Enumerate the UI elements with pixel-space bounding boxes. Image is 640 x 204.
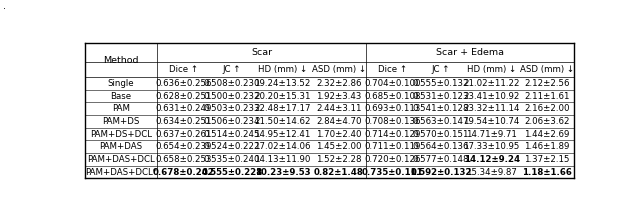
Text: 14.13±11.90: 14.13±11.90 xyxy=(254,155,311,164)
Text: ASD (mm) ↓: ASD (mm) ↓ xyxy=(312,65,366,74)
Text: 10.23±9.53: 10.23±9.53 xyxy=(255,168,310,177)
Text: PAM+DAS: PAM+DAS xyxy=(100,142,143,151)
Text: 0.711±0.119: 0.711±0.119 xyxy=(364,142,420,151)
Text: 0.658±0.253: 0.658±0.253 xyxy=(155,155,212,164)
Text: 0.563±0.147: 0.563±0.147 xyxy=(413,117,469,126)
Text: 14.95±12.41: 14.95±12.41 xyxy=(254,130,311,139)
Text: 14.12±9.24: 14.12±9.24 xyxy=(463,155,520,164)
Text: 2.84±4.70: 2.84±4.70 xyxy=(316,117,362,126)
Text: 1.52±2.28: 1.52±2.28 xyxy=(316,155,362,164)
Text: Scar: Scar xyxy=(252,48,273,57)
Text: 0.631±0.249: 0.631±0.249 xyxy=(156,104,212,113)
Text: 0.735±0.111: 0.735±0.111 xyxy=(362,168,423,177)
Text: 0.693±0.113: 0.693±0.113 xyxy=(364,104,420,113)
Text: 0.555±0.228: 0.555±0.228 xyxy=(201,168,262,177)
Text: 0.535±0.240: 0.535±0.240 xyxy=(204,155,260,164)
Text: PAM+DS+DCL: PAM+DS+DCL xyxy=(90,130,152,139)
Text: Method: Method xyxy=(104,56,139,65)
Text: 0.82±1.48: 0.82±1.48 xyxy=(314,168,364,177)
Text: PAM+DS: PAM+DS xyxy=(102,117,140,126)
Text: 0.503±0.233: 0.503±0.233 xyxy=(204,104,260,113)
Text: 2.06±3.62: 2.06±3.62 xyxy=(524,117,570,126)
Text: JC ↑: JC ↑ xyxy=(431,65,450,74)
Text: 0.636±0.256: 0.636±0.256 xyxy=(155,79,212,88)
Text: 2.44±3.11: 2.44±3.11 xyxy=(316,104,362,113)
Text: 0.577±0.148: 0.577±0.148 xyxy=(413,155,469,164)
Text: Dice ↑: Dice ↑ xyxy=(169,65,198,74)
Text: 0.678±0.242: 0.678±0.242 xyxy=(152,168,214,177)
Text: .: . xyxy=(3,1,6,11)
Text: PAM+DAS+DCL: PAM+DAS+DCL xyxy=(87,155,155,164)
Text: 17.33±10.95: 17.33±10.95 xyxy=(463,142,520,151)
Text: 2.11±1.61: 2.11±1.61 xyxy=(524,92,570,101)
Text: 0.592±0.132: 0.592±0.132 xyxy=(410,168,472,177)
Text: 22.48±17.17: 22.48±17.17 xyxy=(254,104,311,113)
Text: 0.514±0.245: 0.514±0.245 xyxy=(204,130,260,139)
Text: 0.714±0.129: 0.714±0.129 xyxy=(364,130,420,139)
Text: 23.32±11.14: 23.32±11.14 xyxy=(463,104,520,113)
Text: Single: Single xyxy=(108,79,134,88)
Text: 2.16±2.00: 2.16±2.00 xyxy=(524,104,570,113)
Text: HD (mm) ↓: HD (mm) ↓ xyxy=(467,65,516,74)
Text: 0.637±0.261: 0.637±0.261 xyxy=(155,130,212,139)
Text: 19.24±13.52: 19.24±13.52 xyxy=(254,79,311,88)
Text: 15.34±9.87: 15.34±9.87 xyxy=(467,168,517,177)
Text: 2.12±2.56: 2.12±2.56 xyxy=(524,79,570,88)
Text: 0.708±0.136: 0.708±0.136 xyxy=(364,117,420,126)
Text: 0.541±0.128: 0.541±0.128 xyxy=(413,104,469,113)
Text: 1.92±3.43: 1.92±3.43 xyxy=(316,92,362,101)
Text: 0.508±0.230: 0.508±0.230 xyxy=(204,79,260,88)
Text: PAM+DAS+DCL*: PAM+DAS+DCL* xyxy=(85,168,157,177)
Text: 0.500±0.232: 0.500±0.232 xyxy=(204,92,260,101)
Text: 0.555±0.132: 0.555±0.132 xyxy=(413,79,469,88)
Text: 1.18±1.66: 1.18±1.66 xyxy=(522,168,572,177)
Text: 0.685±0.108: 0.685±0.108 xyxy=(364,92,420,101)
Text: 21.02±11.22: 21.02±11.22 xyxy=(463,79,520,88)
Text: 14.71±9.71: 14.71±9.71 xyxy=(467,130,517,139)
Text: 19.54±10.74: 19.54±10.74 xyxy=(463,117,520,126)
Text: 21.50±14.62: 21.50±14.62 xyxy=(254,117,311,126)
Text: 0.524±0.222: 0.524±0.222 xyxy=(204,142,260,151)
Text: 1.46±1.89: 1.46±1.89 xyxy=(524,142,570,151)
Text: 2.32±2.86: 2.32±2.86 xyxy=(316,79,362,88)
Text: 17.02±14.06: 17.02±14.06 xyxy=(254,142,311,151)
Text: Dice ↑: Dice ↑ xyxy=(378,65,407,74)
Text: HD (mm) ↓: HD (mm) ↓ xyxy=(258,65,307,74)
Text: 0.634±0.251: 0.634±0.251 xyxy=(155,117,212,126)
Text: 0.654±0.239: 0.654±0.239 xyxy=(156,142,212,151)
Text: PAM: PAM xyxy=(112,104,130,113)
Text: 23.41±10.92: 23.41±10.92 xyxy=(463,92,520,101)
Text: 1.37±2.15: 1.37±2.15 xyxy=(524,155,570,164)
Text: 20.20±15.31: 20.20±15.31 xyxy=(254,92,311,101)
Text: 0.628±0.251: 0.628±0.251 xyxy=(155,92,212,101)
Text: 0.531±0.123: 0.531±0.123 xyxy=(413,92,469,101)
Text: 1.70±2.40: 1.70±2.40 xyxy=(316,130,362,139)
Text: JC ↑: JC ↑ xyxy=(223,65,241,74)
Text: Scar + Edema: Scar + Edema xyxy=(436,48,504,57)
Text: ASD (mm) ↓: ASD (mm) ↓ xyxy=(520,65,574,74)
Text: Base: Base xyxy=(111,92,132,101)
Text: 0.564±0.136: 0.564±0.136 xyxy=(413,142,469,151)
Text: 0.570±0.151: 0.570±0.151 xyxy=(413,130,469,139)
Text: 0.720±0.126: 0.720±0.126 xyxy=(364,155,420,164)
Text: 0.704±0.100: 0.704±0.100 xyxy=(364,79,420,88)
Text: 1.44±2.69: 1.44±2.69 xyxy=(524,130,570,139)
Text: 0.506±0.234: 0.506±0.234 xyxy=(204,117,260,126)
Text: 1.45±2.00: 1.45±2.00 xyxy=(316,142,362,151)
